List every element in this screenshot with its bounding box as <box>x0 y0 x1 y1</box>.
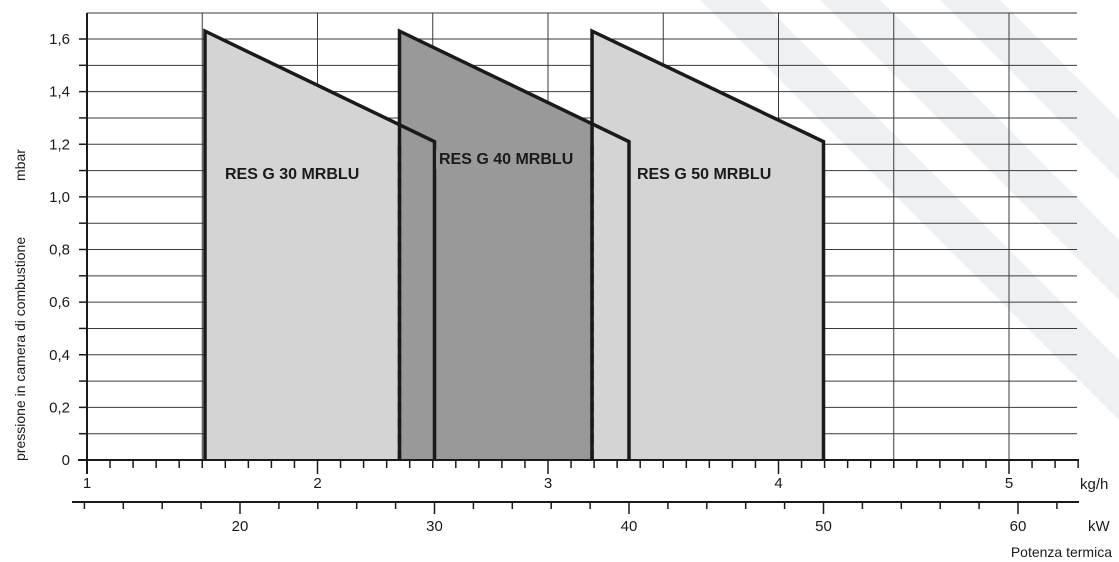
x-kw-tick-label: 40 <box>621 518 638 535</box>
x-kgh-tick-label: 3 <box>544 475 552 492</box>
series-area-1 <box>204 31 435 460</box>
series-label-res-g-50: RES G 50 MRBLU <box>637 166 771 183</box>
y-tick-label: 1,6 <box>49 31 70 48</box>
series-label-res-g-30: RES G 30 MRBLU <box>225 166 359 183</box>
series-labels: RES G 30 MRBLU RES G 40 MRBLU RES G 50 M… <box>222 150 775 184</box>
y-tick-label: 0 <box>62 452 70 469</box>
series-areas <box>203 28 826 460</box>
y-tick-label: 0,6 <box>49 294 70 311</box>
series-label-bg <box>436 150 577 169</box>
watermark-stripes <box>700 0 1119 420</box>
series-outline-1 <box>203 28 437 460</box>
y-tick-label: 0,4 <box>49 347 70 364</box>
y-tick-label: 1,0 <box>49 189 70 206</box>
y-tick-label: 1,2 <box>49 136 70 153</box>
y-tick-label: 1,4 <box>49 84 70 101</box>
x-axis-kw-unit: kW <box>1088 518 1111 535</box>
x-kgh-tick-label: 1 <box>83 475 91 492</box>
series-label-bg <box>634 165 775 184</box>
y-tick-label: 0,2 <box>49 399 70 416</box>
series-label-res-g-40: RES G 40 MRBLU <box>439 151 573 168</box>
y-axis-title: pressione in camera di combustione <box>12 237 28 461</box>
x-axis-kgh-tick-labels: 1 2 3 4 5 <box>83 475 1013 492</box>
series-area-2 <box>399 31 629 460</box>
x-axis-title: Potenza termica <box>1011 544 1112 560</box>
series-area-3 <box>592 31 824 460</box>
x-axis-kw-tick-labels: 20 30 40 50 60 <box>232 518 1027 535</box>
x-kw-tick-label: 50 <box>815 518 832 535</box>
x-kgh-tick-label: 5 <box>1005 475 1013 492</box>
x-kw-tick-label: 30 <box>426 518 443 535</box>
x-kgh-tick-label: 2 <box>313 475 321 492</box>
x-kw-tick-label: 60 <box>1010 518 1027 535</box>
x-kw-tick-label: 20 <box>232 518 249 535</box>
y-axis-tick-labels: 0 0,2 0,4 0,6 0,8 1,0 1,2 1,4 1,6 <box>49 31 70 469</box>
y-tick-label: 0,8 <box>49 242 70 259</box>
series-label-bg <box>222 165 363 184</box>
axes <box>72 13 1079 514</box>
x-axis-kgh-unit: kg/h <box>1080 476 1108 493</box>
x-kgh-tick-label: 4 <box>774 475 782 492</box>
y-axis-unit: mbar <box>12 149 28 181</box>
